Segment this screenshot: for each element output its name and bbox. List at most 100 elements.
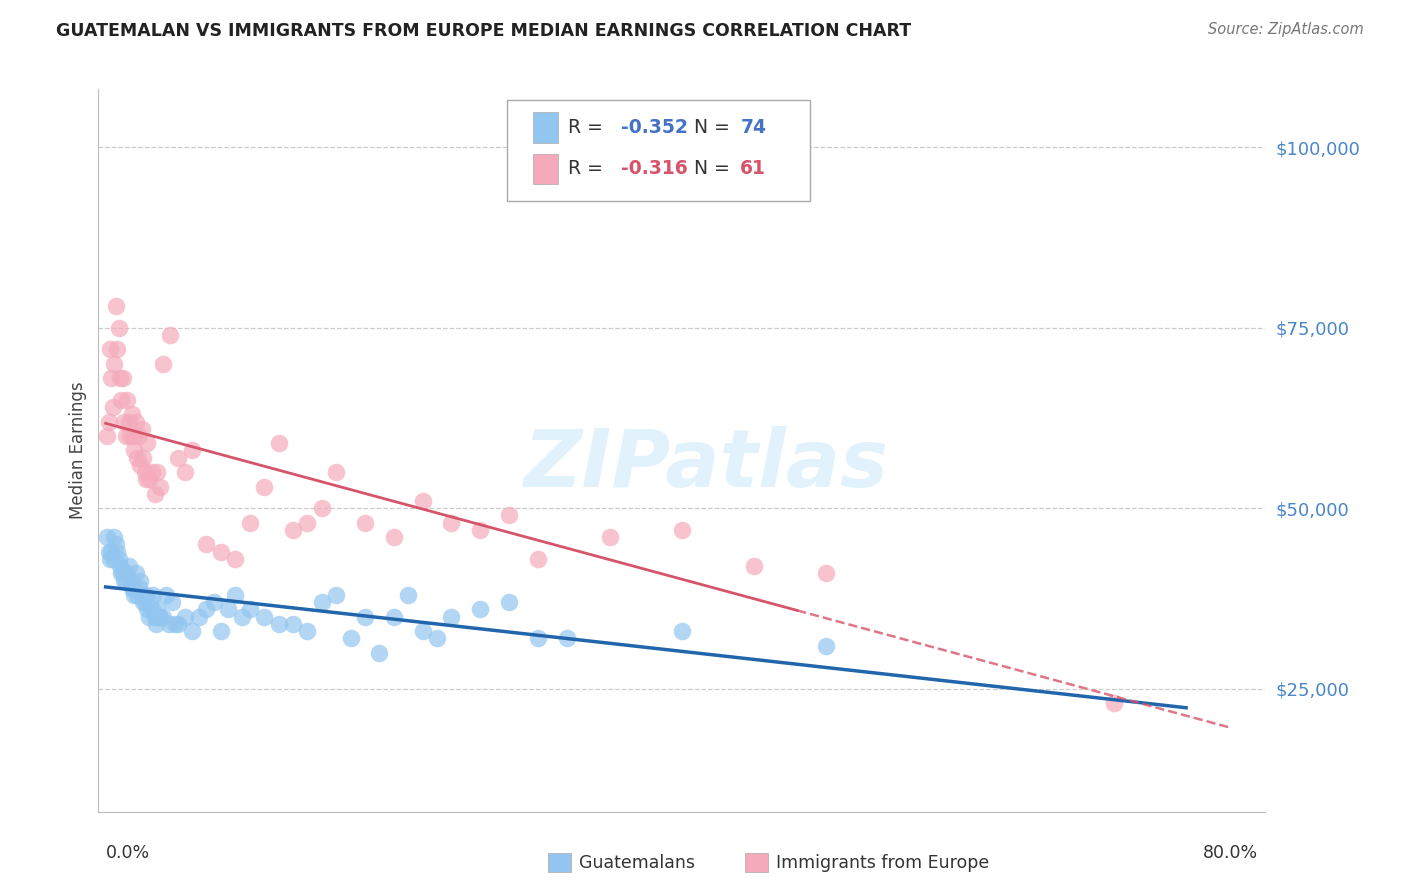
Point	[127, 450, 149, 465]
Text: Immigrants from Europe: Immigrants from Europe	[776, 854, 990, 871]
Point	[152, 609, 174, 624]
Point	[281, 523, 304, 537]
Point	[146, 602, 169, 616]
Point	[163, 616, 186, 631]
Text: 61: 61	[741, 159, 766, 178]
Point	[129, 574, 152, 588]
Point	[118, 415, 141, 429]
Point	[155, 588, 177, 602]
Point	[152, 357, 174, 371]
Point	[120, 429, 142, 443]
Point	[297, 624, 319, 639]
Point	[195, 537, 218, 551]
Point	[209, 624, 232, 639]
Point	[110, 566, 132, 581]
Point	[112, 415, 135, 429]
Point	[239, 516, 262, 530]
Point	[131, 588, 153, 602]
Point	[148, 609, 170, 624]
Point	[139, 595, 162, 609]
Point	[115, 566, 138, 581]
Point	[555, 632, 578, 646]
FancyBboxPatch shape	[508, 100, 810, 202]
Point	[97, 415, 120, 429]
Point	[110, 392, 132, 407]
Text: GUATEMALAN VS IMMIGRANTS FROM EUROPE MEDIAN EARNINGS CORRELATION CHART: GUATEMALAN VS IMMIGRANTS FROM EUROPE MED…	[56, 22, 911, 40]
Point	[173, 465, 195, 479]
Point	[125, 415, 148, 429]
Point	[107, 551, 129, 566]
Point	[239, 602, 262, 616]
Point	[127, 588, 149, 602]
Point	[108, 559, 131, 574]
Point	[166, 450, 188, 465]
Point	[111, 566, 134, 581]
Point	[1102, 696, 1125, 710]
Text: 74: 74	[741, 118, 766, 137]
Point	[141, 602, 163, 616]
Point	[141, 465, 163, 479]
Point	[114, 429, 136, 443]
Point	[149, 480, 172, 494]
Point	[498, 508, 520, 523]
Point	[440, 516, 463, 530]
Point	[325, 588, 347, 602]
Point	[297, 516, 319, 530]
Point	[157, 616, 180, 631]
Point	[105, 343, 128, 357]
Point	[368, 646, 391, 660]
Point	[671, 624, 693, 639]
Point	[498, 595, 520, 609]
Point	[527, 551, 550, 566]
Point	[105, 544, 128, 558]
Text: Guatemalans: Guatemalans	[579, 854, 696, 871]
Text: R =: R =	[568, 118, 609, 137]
Point	[101, 400, 124, 414]
Point	[101, 551, 124, 566]
Point	[188, 609, 211, 624]
Point	[145, 616, 167, 631]
Point	[470, 602, 492, 616]
Point	[382, 530, 405, 544]
Point	[267, 616, 290, 631]
Point	[253, 480, 276, 494]
Point	[121, 407, 143, 421]
Point	[100, 544, 122, 558]
Point	[112, 574, 135, 588]
Point	[181, 443, 204, 458]
Point	[122, 581, 145, 595]
Point	[742, 559, 765, 574]
Point	[470, 523, 492, 537]
Point	[124, 443, 146, 458]
Point	[111, 371, 134, 385]
Point	[814, 639, 837, 653]
Point	[231, 609, 253, 624]
Point	[143, 609, 166, 624]
Point	[136, 436, 159, 450]
Point	[396, 588, 419, 602]
Point	[217, 602, 239, 616]
Point	[354, 516, 377, 530]
Point	[138, 472, 160, 486]
Y-axis label: Median Earnings: Median Earnings	[69, 382, 87, 519]
Point	[134, 465, 156, 479]
Point	[440, 609, 463, 624]
Point	[281, 616, 304, 631]
Point	[224, 551, 246, 566]
Text: Source: ZipAtlas.com: Source: ZipAtlas.com	[1208, 22, 1364, 37]
Text: -0.316: -0.316	[621, 159, 688, 178]
Point	[146, 465, 169, 479]
Point	[100, 371, 122, 385]
Point	[159, 327, 181, 342]
Point	[160, 595, 183, 609]
Point	[115, 392, 138, 407]
Point	[132, 595, 155, 609]
Point	[209, 544, 232, 558]
Point	[382, 609, 405, 624]
Text: ZIPatlas: ZIPatlas	[523, 425, 887, 504]
Point	[671, 523, 693, 537]
Point	[128, 581, 150, 595]
Point	[98, 551, 121, 566]
Point	[108, 371, 131, 385]
Point	[129, 458, 152, 472]
